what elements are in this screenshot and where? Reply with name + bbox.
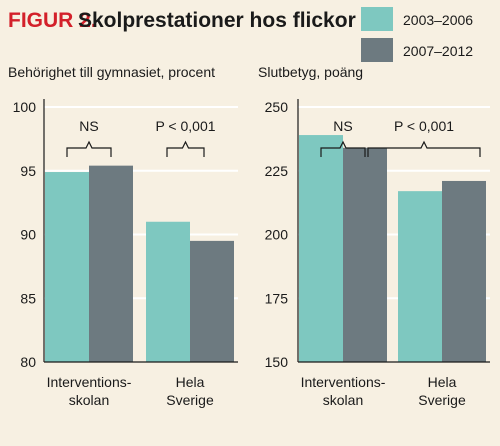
bar [190,240,234,362]
bar [442,180,486,362]
category-label: Sverige [166,392,214,408]
category-label: Interventions- [301,374,386,390]
bar [343,147,387,362]
bar [45,172,89,362]
chart-panel-left: 80 85 90 95 100 Interventions-skolan Hela Sveri… [13,99,238,408]
legend: 2003–2006 2007–2012 [361,7,473,62]
y-tick-label: 225 [265,163,289,179]
legend-swatch-2003-2006 [361,7,393,31]
category-label: Sverige [418,392,466,408]
y-tick-label: 175 [265,290,289,306]
significance-bracket [66,140,112,157]
significance-bracket [320,140,366,157]
y-tick-label: 150 [265,354,289,370]
y-tick-label: 100 [13,99,37,115]
bar [299,135,343,362]
category-label: Interventions- [47,374,132,390]
category-label: skolan [323,392,363,408]
bar [89,165,133,362]
significance-label: NS [79,118,98,134]
y-tick-label: 95 [20,163,36,179]
significance-label: P < 0,001 [394,118,454,134]
y-tick-label: 200 [265,227,289,243]
y-tick-label: 250 [265,99,289,115]
panel-title-right: Slutbetyg, poäng [258,64,363,80]
category-label: Hela [428,374,457,390]
bar [146,221,190,362]
category-label: Hela [176,374,205,390]
bar [398,191,442,362]
y-tick-label: 80 [20,354,36,370]
legend-label-2007-2012: 2007–2012 [403,43,473,59]
chart-panel-right: 150 175 200 225 250 Interventions-skolan Hela S… [265,99,490,408]
y-tick-label: 85 [20,290,36,306]
legend-label-2003-2006: 2003–2006 [403,12,473,28]
category-label: skolan [69,392,109,408]
significance-bracket [367,140,481,157]
significance-label: P < 0,001 [155,118,215,134]
significance-bracket [166,140,205,157]
panel-title-left: Behörighet till gymnasiet, procent [8,64,215,80]
legend-swatch-2007-2012 [361,38,393,62]
significance-label: NS [333,118,352,134]
figure-title: Skolprestationer hos flickor [78,9,356,32]
figure-label: FIGUR 2. [8,9,97,32]
y-tick-label: 90 [20,227,36,243]
